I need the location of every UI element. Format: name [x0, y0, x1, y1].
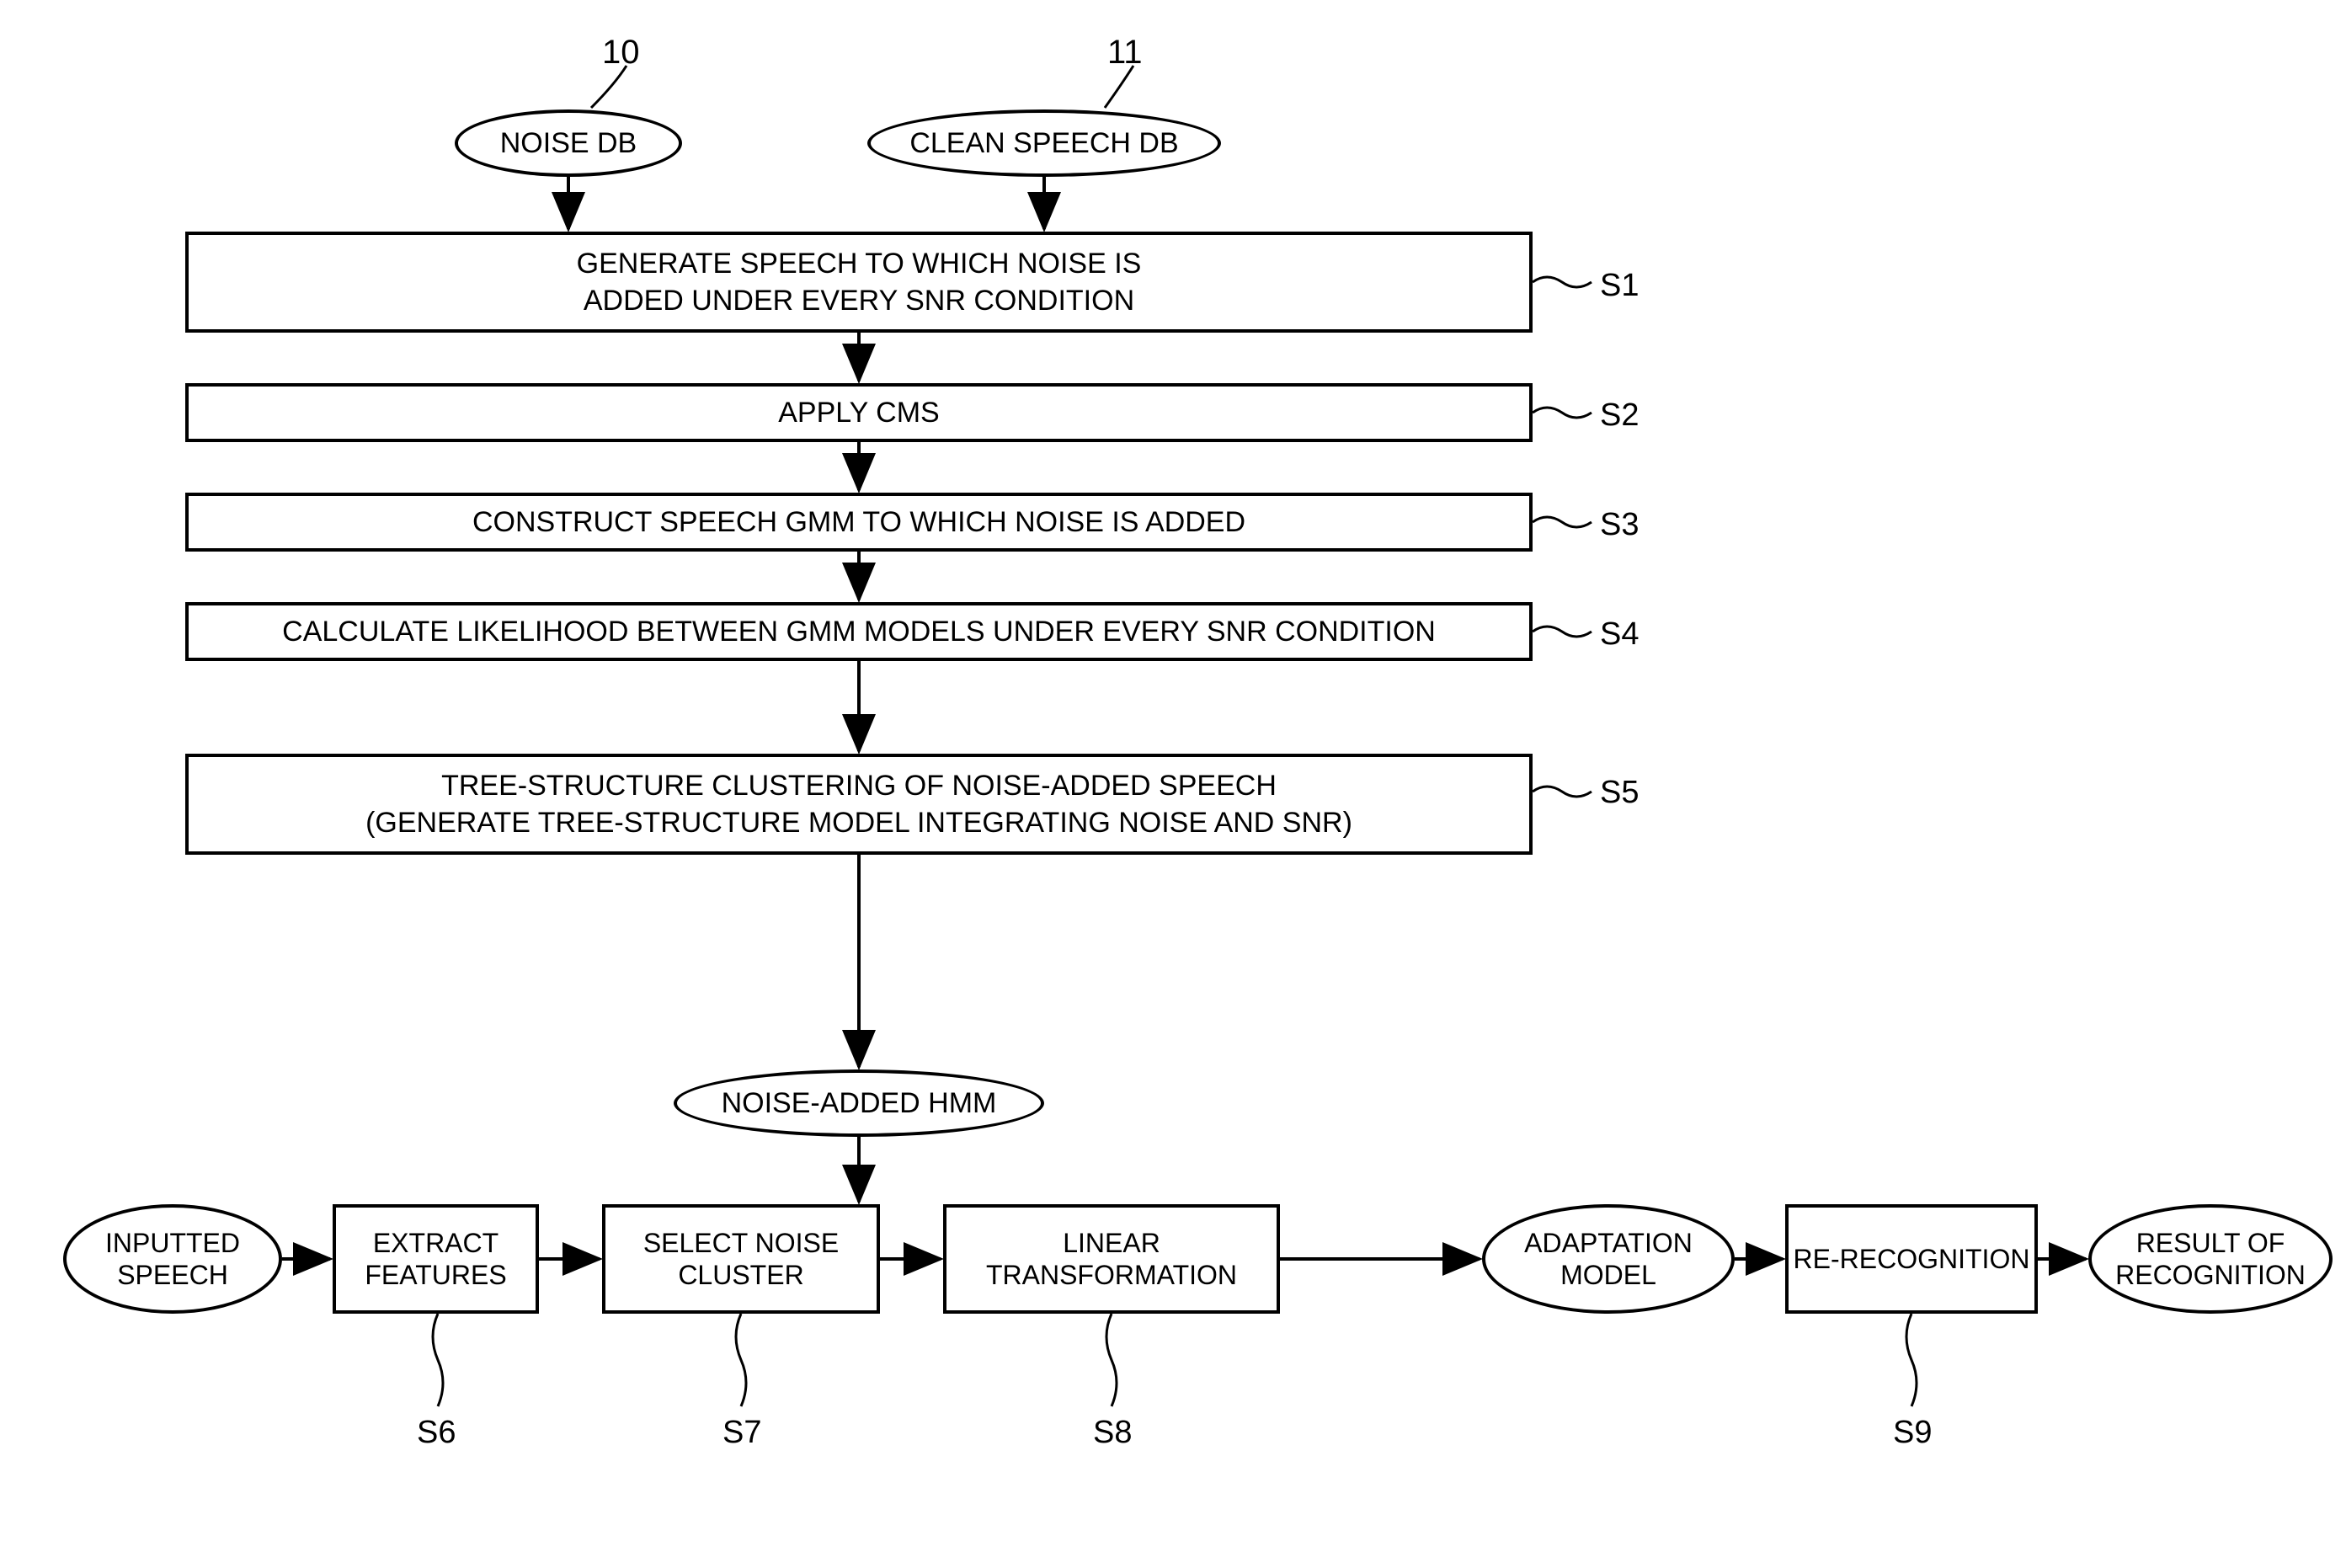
- s8-label: S8: [1093, 1415, 1132, 1451]
- step-s9-box: RE-RECOGNITION: [1785, 1204, 2038, 1314]
- adaptation-model-node: ADAPTATION MODEL: [1482, 1204, 1735, 1314]
- noise-db-text: NOISE DB: [500, 127, 637, 160]
- s3-text: CONSTRUCT SPEECH GMM TO WHICH NOISE IS A…: [472, 506, 1245, 539]
- step-s7-box: SELECT NOISE CLUSTER: [602, 1204, 880, 1314]
- clean-speech-db-node: CLEAN SPEECH DB: [867, 109, 1221, 177]
- hmm-text: NOISE-ADDED HMM: [722, 1087, 997, 1120]
- s7-text: SELECT NOISE CLUSTER: [643, 1227, 839, 1292]
- result-node: RESULT OF RECOGNITION: [2088, 1204, 2333, 1314]
- s3-label: S3: [1600, 507, 1639, 543]
- s4-text: CALCULATE LIKELIHOOD BETWEEN GMM MODELS …: [282, 616, 1436, 648]
- s6-label: S6: [417, 1415, 456, 1451]
- s9-text: RE-RECOGNITION: [1794, 1244, 2030, 1275]
- s6-text: EXTRACT FEATURES: [365, 1227, 506, 1292]
- inputted-speech-node: INPUTTED SPEECH: [63, 1204, 282, 1314]
- s1-label: S1: [1600, 268, 1639, 304]
- noise-db-node: NOISE DB: [455, 109, 682, 177]
- s8-text: LINEAR TRANSFORMATION: [986, 1227, 1237, 1292]
- step-s5-box: TREE-STRUCTURE CLUSTERING OF NOISE-ADDED…: [185, 754, 1533, 855]
- s9-label: S9: [1893, 1415, 1932, 1451]
- adapt-model-text: ADAPTATION MODEL: [1524, 1227, 1693, 1292]
- step-s4-box: CALCULATE LIKELIHOOD BETWEEN GMM MODELS …: [185, 602, 1533, 661]
- input-speech-text: INPUTTED SPEECH: [105, 1227, 240, 1292]
- s4-label: S4: [1600, 616, 1639, 653]
- s5-text: TREE-STRUCTURE CLUSTERING OF NOISE-ADDED…: [365, 767, 1352, 841]
- result-text: RESULT OF RECOGNITION: [2115, 1227, 2306, 1292]
- step-s6-box: EXTRACT FEATURES: [333, 1204, 539, 1314]
- s2-text: APPLY CMS: [778, 397, 939, 429]
- s2-label: S2: [1600, 397, 1639, 434]
- s7-label: S7: [722, 1415, 761, 1451]
- s1-text: GENERATE SPEECH TO WHICH NOISE IS ADDED …: [577, 245, 1142, 319]
- ref-10-label: 10: [602, 34, 640, 72]
- step-s8-box: LINEAR TRANSFORMATION: [943, 1204, 1280, 1314]
- step-s1-box: GENERATE SPEECH TO WHICH NOISE IS ADDED …: [185, 232, 1533, 333]
- noise-added-hmm-node: NOISE-ADDED HMM: [674, 1069, 1044, 1137]
- ref-11-label: 11: [1107, 34, 1143, 72]
- step-s2-box: APPLY CMS: [185, 383, 1533, 442]
- s5-label: S5: [1600, 775, 1639, 811]
- clean-db-text: CLEAN SPEECH DB: [909, 127, 1178, 160]
- step-s3-box: CONSTRUCT SPEECH GMM TO WHICH NOISE IS A…: [185, 493, 1533, 552]
